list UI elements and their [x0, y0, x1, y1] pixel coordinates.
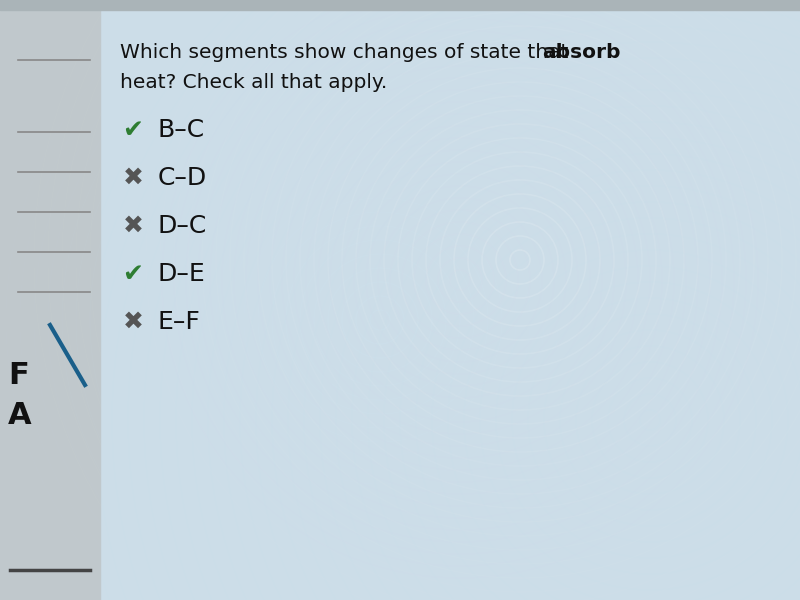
Text: F: F: [8, 361, 29, 389]
Text: A: A: [8, 401, 32, 430]
Text: E–F: E–F: [158, 310, 201, 334]
Bar: [0, 0, 100, 600]
Bar: [0, 0, 800, 10]
Text: C–D: C–D: [158, 166, 207, 190]
Text: ✖: ✖: [122, 310, 143, 334]
Text: D–E: D–E: [158, 262, 206, 286]
Bar: [100, 0, 800, 600]
Text: ✔: ✔: [122, 262, 143, 286]
Text: D–C: D–C: [158, 214, 207, 238]
Text: ✔: ✔: [122, 118, 143, 142]
Text: Which segments show changes of state that: Which segments show changes of state tha…: [120, 43, 574, 61]
Text: ✖: ✖: [122, 214, 143, 238]
Text: absorb: absorb: [542, 43, 621, 61]
Text: B–C: B–C: [158, 118, 205, 142]
Text: heat? Check all that apply.: heat? Check all that apply.: [120, 73, 387, 91]
Text: ✖: ✖: [122, 166, 143, 190]
